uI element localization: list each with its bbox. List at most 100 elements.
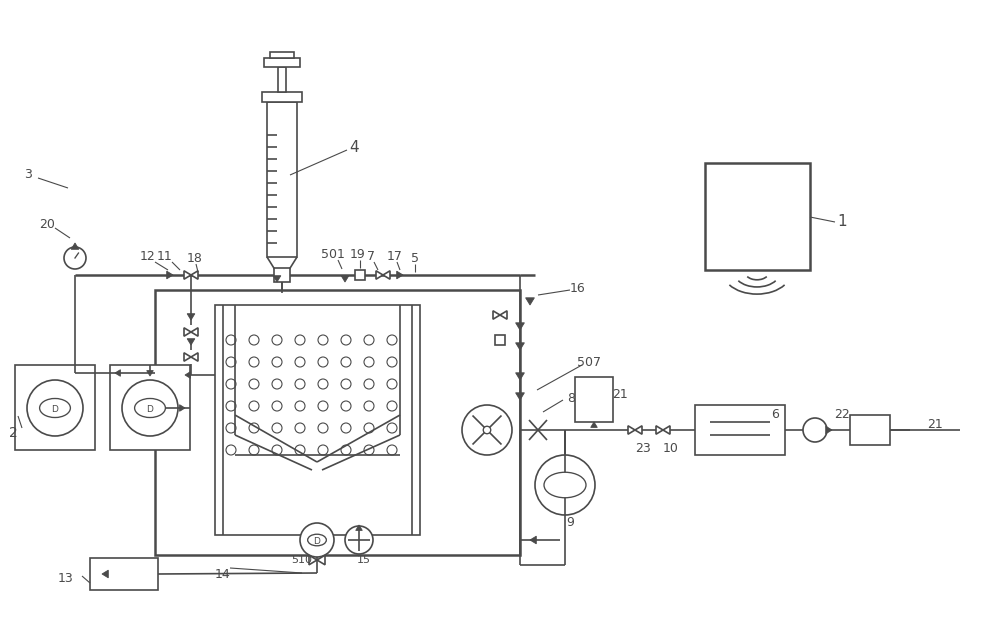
- Circle shape: [318, 401, 328, 411]
- Polygon shape: [309, 555, 317, 565]
- Text: 20: 20: [39, 218, 55, 232]
- Polygon shape: [71, 243, 79, 249]
- Text: D: D: [147, 405, 153, 414]
- Circle shape: [341, 335, 351, 345]
- Polygon shape: [591, 422, 597, 427]
- Ellipse shape: [135, 399, 165, 417]
- Circle shape: [295, 401, 305, 411]
- Circle shape: [364, 357, 374, 367]
- Polygon shape: [516, 393, 524, 400]
- Circle shape: [387, 445, 397, 455]
- Circle shape: [341, 401, 351, 411]
- Polygon shape: [187, 339, 195, 345]
- Circle shape: [341, 445, 351, 455]
- Bar: [705, 163, 810, 270]
- Polygon shape: [147, 371, 153, 376]
- Bar: [270, 52, 294, 58]
- Ellipse shape: [544, 472, 586, 498]
- Bar: [110, 365, 190, 450]
- Text: D: D: [52, 405, 58, 414]
- Text: 21: 21: [612, 389, 628, 401]
- Text: 16: 16: [570, 281, 586, 295]
- Text: 12: 12: [140, 251, 156, 263]
- Text: 23: 23: [635, 441, 651, 454]
- Circle shape: [226, 445, 236, 455]
- Polygon shape: [273, 276, 281, 282]
- Polygon shape: [656, 426, 663, 434]
- Polygon shape: [516, 373, 524, 380]
- Text: 10: 10: [663, 441, 679, 454]
- Polygon shape: [397, 271, 403, 279]
- Polygon shape: [184, 271, 191, 279]
- Circle shape: [272, 357, 282, 367]
- Text: 5: 5: [411, 251, 419, 265]
- Circle shape: [295, 423, 305, 433]
- Polygon shape: [516, 323, 524, 330]
- Text: 21: 21: [927, 419, 943, 431]
- Bar: [264, 58, 300, 67]
- Circle shape: [272, 423, 282, 433]
- Circle shape: [64, 247, 86, 269]
- Circle shape: [295, 445, 305, 455]
- Polygon shape: [184, 328, 191, 336]
- Circle shape: [226, 401, 236, 411]
- Circle shape: [249, 423, 259, 433]
- Text: 7: 7: [367, 249, 375, 262]
- Polygon shape: [187, 314, 195, 320]
- Circle shape: [364, 379, 374, 389]
- Text: 8: 8: [567, 392, 575, 404]
- Polygon shape: [628, 426, 635, 434]
- Circle shape: [27, 380, 83, 436]
- Circle shape: [483, 426, 491, 434]
- Text: 3: 3: [24, 168, 32, 181]
- Circle shape: [249, 401, 259, 411]
- Ellipse shape: [40, 399, 70, 417]
- Text: 4: 4: [349, 140, 359, 154]
- Bar: [274, 268, 290, 282]
- Bar: [355, 270, 365, 280]
- Text: 9: 9: [566, 517, 574, 530]
- Text: 510: 510: [292, 555, 312, 565]
- Polygon shape: [180, 404, 185, 412]
- Circle shape: [226, 357, 236, 367]
- Text: 19: 19: [350, 248, 366, 260]
- Circle shape: [318, 379, 328, 389]
- Text: D: D: [314, 537, 320, 546]
- Circle shape: [272, 401, 282, 411]
- Circle shape: [249, 335, 259, 345]
- Circle shape: [387, 401, 397, 411]
- Circle shape: [341, 357, 351, 367]
- Circle shape: [387, 423, 397, 433]
- Text: 17: 17: [387, 249, 403, 262]
- Circle shape: [272, 445, 282, 455]
- Text: 15: 15: [357, 555, 371, 565]
- Text: 507: 507: [577, 355, 601, 369]
- Bar: [262, 92, 302, 102]
- Polygon shape: [191, 328, 198, 336]
- Polygon shape: [191, 271, 198, 279]
- Circle shape: [318, 335, 328, 345]
- Bar: [90, 558, 158, 590]
- Circle shape: [318, 423, 328, 433]
- Circle shape: [364, 423, 374, 433]
- Text: 2: 2: [9, 426, 17, 440]
- Circle shape: [226, 379, 236, 389]
- Circle shape: [249, 357, 259, 367]
- Circle shape: [226, 423, 236, 433]
- Circle shape: [295, 335, 305, 345]
- Text: 14: 14: [215, 567, 231, 581]
- Bar: [695, 405, 785, 455]
- Circle shape: [318, 357, 328, 367]
- Circle shape: [803, 418, 827, 442]
- Text: 6: 6: [771, 408, 779, 422]
- Text: 11: 11: [157, 251, 173, 263]
- Ellipse shape: [308, 534, 326, 545]
- Text: 13: 13: [57, 572, 73, 584]
- Circle shape: [300, 523, 334, 557]
- Circle shape: [341, 423, 351, 433]
- Circle shape: [295, 357, 305, 367]
- Bar: [215, 305, 420, 535]
- Polygon shape: [500, 311, 507, 319]
- Polygon shape: [356, 525, 362, 530]
- Circle shape: [122, 380, 178, 436]
